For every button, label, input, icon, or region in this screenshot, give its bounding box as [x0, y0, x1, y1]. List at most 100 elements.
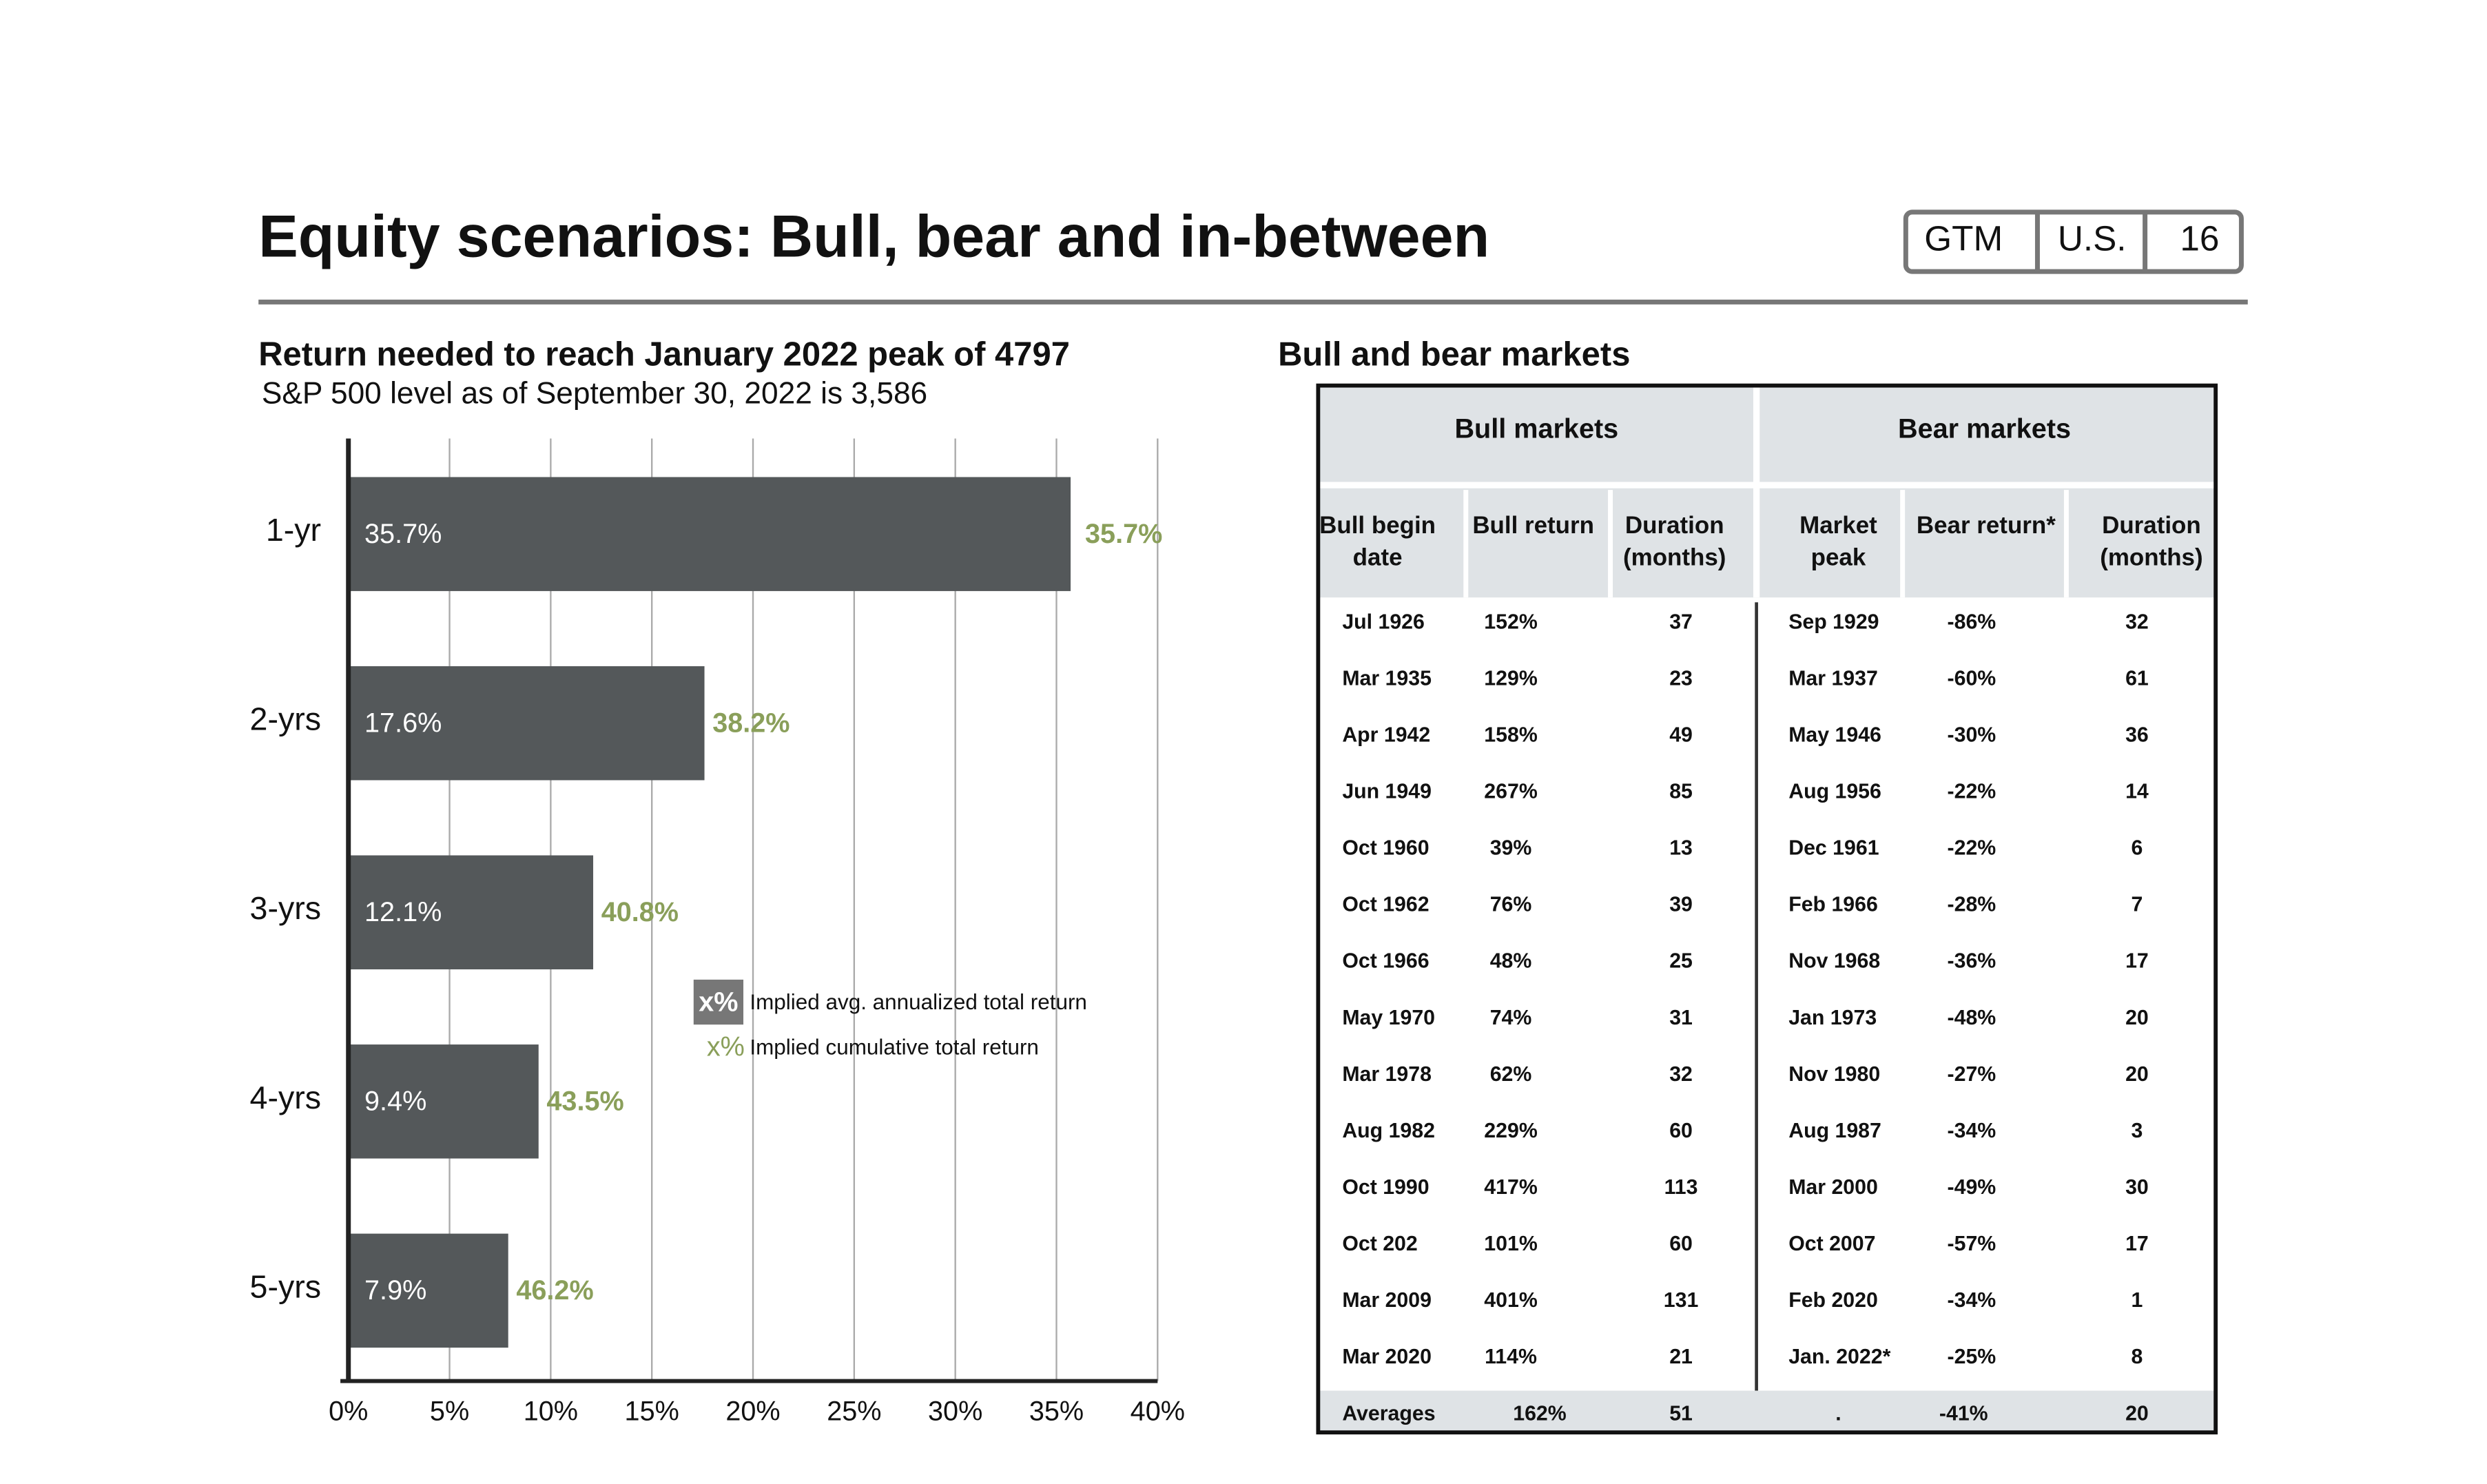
table-cell: -28%	[1948, 894, 1996, 916]
table-cell: May 1970	[1342, 1007, 1435, 1029]
table-cell: 267%	[1484, 781, 1538, 803]
column-header: Duration	[1625, 512, 1724, 539]
table-cell: Jan. 2022*	[1788, 1346, 1890, 1368]
table-cell: -48%	[1948, 1007, 1996, 1029]
table-cell: 6	[2132, 837, 2143, 860]
table-cell: 417%	[1484, 1176, 1538, 1199]
table-cell: Oct 202	[1342, 1233, 1417, 1255]
table-cell: 114%	[1485, 1346, 1537, 1368]
chart-subtitle: S&P 500 level as of September 30, 2022 i…	[262, 376, 927, 410]
table-cell: Feb 1966	[1788, 894, 1878, 916]
cumulative-label: 40.8%	[601, 897, 679, 927]
x-tick-label: 15%	[625, 1397, 679, 1427]
table-cell: Mar 2020	[1342, 1346, 1432, 1368]
bar	[348, 477, 1071, 591]
table-cell: 21	[1669, 1346, 1693, 1368]
table	[1316, 383, 2218, 1435]
table-title: Bull and bear markets	[1278, 336, 1630, 373]
bar-value-label: 12.1%	[364, 897, 442, 927]
bar	[348, 1233, 508, 1348]
table-cell: 39%	[1490, 837, 1532, 860]
table-cell: 101%	[1484, 1233, 1538, 1255]
table-cell: 113	[1664, 1176, 1698, 1199]
table-cell: Jun 1949	[1342, 781, 1432, 803]
table-cell: 30	[2125, 1176, 2149, 1199]
table-cell: -34%	[1948, 1289, 1996, 1312]
averages-cell: 51	[1669, 1402, 1693, 1425]
y-tick-label: 5-yrs	[250, 1268, 322, 1304]
table-cell: Dec 1961	[1788, 837, 1879, 860]
table-cell: -22%	[1948, 781, 1996, 803]
table-cell: 152%	[1484, 611, 1538, 634]
table-cell: 85	[1669, 781, 1693, 803]
table-cell: 32	[2125, 611, 2149, 634]
table-cell: Aug 1956	[1788, 781, 1881, 803]
averages-cell: .	[1835, 1402, 1841, 1425]
legend-symbol: x%	[707, 1032, 745, 1062]
table-header-bg	[1318, 385, 2216, 598]
tag: GTM	[1924, 218, 2003, 258]
table-cell: 20	[2125, 1007, 2149, 1029]
legend-label: Implied cumulative total return	[750, 1035, 1039, 1059]
table-cell: 31	[1669, 1007, 1693, 1029]
column-header: (months)	[1623, 544, 1726, 571]
slide-title: Equity scenarios: Bull, bear and in-betw…	[258, 204, 1489, 270]
table-cell: Oct 1990	[1342, 1176, 1429, 1199]
table-cell: Mar 1937	[1788, 668, 1878, 690]
table-cell: -60%	[1948, 668, 1996, 690]
x-tick-label: 25%	[827, 1397, 881, 1427]
table-cell: -30%	[1948, 724, 1996, 747]
table-cell: Jan 1973	[1788, 1007, 1877, 1029]
table-cell: Jul 1926	[1342, 611, 1425, 634]
averages-cell: Averages	[1342, 1402, 1435, 1425]
table-cell: 3	[2132, 1120, 2143, 1142]
table-cell: 129%	[1484, 668, 1538, 690]
table-cell: Mar 2009	[1342, 1289, 1432, 1312]
legend-swatch	[693, 979, 744, 1025]
table-cell: -25%	[1948, 1346, 1996, 1368]
x-tick-label: 35%	[1029, 1397, 1084, 1427]
table-cell: Aug 1982	[1342, 1120, 1435, 1142]
group-header: Bear markets	[1898, 413, 2071, 444]
table-cell: 49	[1669, 724, 1693, 747]
x-tick-label: 20%	[725, 1397, 780, 1427]
bar-value-label: 35.7%	[364, 519, 442, 549]
averages-cell: 162%	[1513, 1402, 1567, 1425]
bar	[348, 1044, 539, 1159]
tag: U.S.	[2058, 218, 2127, 258]
table-cell: 36	[2125, 724, 2149, 747]
table-cell: Mar 1978	[1342, 1063, 1432, 1086]
column-header: Bull begin	[1319, 512, 1436, 539]
cumulative-label: 43.5%	[546, 1086, 623, 1117]
x-tick-label: 40%	[1131, 1397, 1185, 1427]
cumulative-label: 35.7%	[1085, 519, 1162, 549]
table-cell: 8	[2132, 1346, 2143, 1368]
table-cell: 14	[2125, 781, 2149, 803]
group-header: Bull markets	[1454, 413, 1618, 444]
table-cell: Nov 1968	[1788, 950, 1880, 973]
table-cell: 229%	[1484, 1120, 1538, 1142]
column-header: peak	[1811, 544, 1866, 571]
cumulative-label: 38.2%	[712, 708, 790, 739]
table-cell: 60	[1669, 1233, 1693, 1255]
legend-label: Implied avg. annualized total return	[750, 990, 1087, 1014]
cumulative-label: 46.2%	[516, 1275, 593, 1306]
x-tick-label: 10%	[524, 1397, 578, 1427]
table-cell: -49%	[1948, 1176, 1996, 1199]
table-cell: 32	[1669, 1063, 1693, 1086]
table-cell: 1	[2132, 1289, 2143, 1312]
column-header: Bear return*	[1917, 512, 2056, 539]
table-cell: Feb 2020	[1788, 1289, 1878, 1312]
table-cell: -27%	[1948, 1063, 1996, 1086]
bar-value-label: 7.9%	[364, 1275, 426, 1306]
table-cell: 131	[1664, 1289, 1699, 1312]
table-cell: 37	[1669, 611, 1693, 634]
y-tick-label: 3-yrs	[250, 890, 322, 926]
column-header: Market	[1799, 512, 1877, 539]
table-cell: Oct 1960	[1342, 837, 1429, 860]
table-cell: 76%	[1490, 894, 1532, 916]
table-cell: -34%	[1948, 1120, 1996, 1142]
table-cell: 74%	[1490, 1007, 1532, 1029]
